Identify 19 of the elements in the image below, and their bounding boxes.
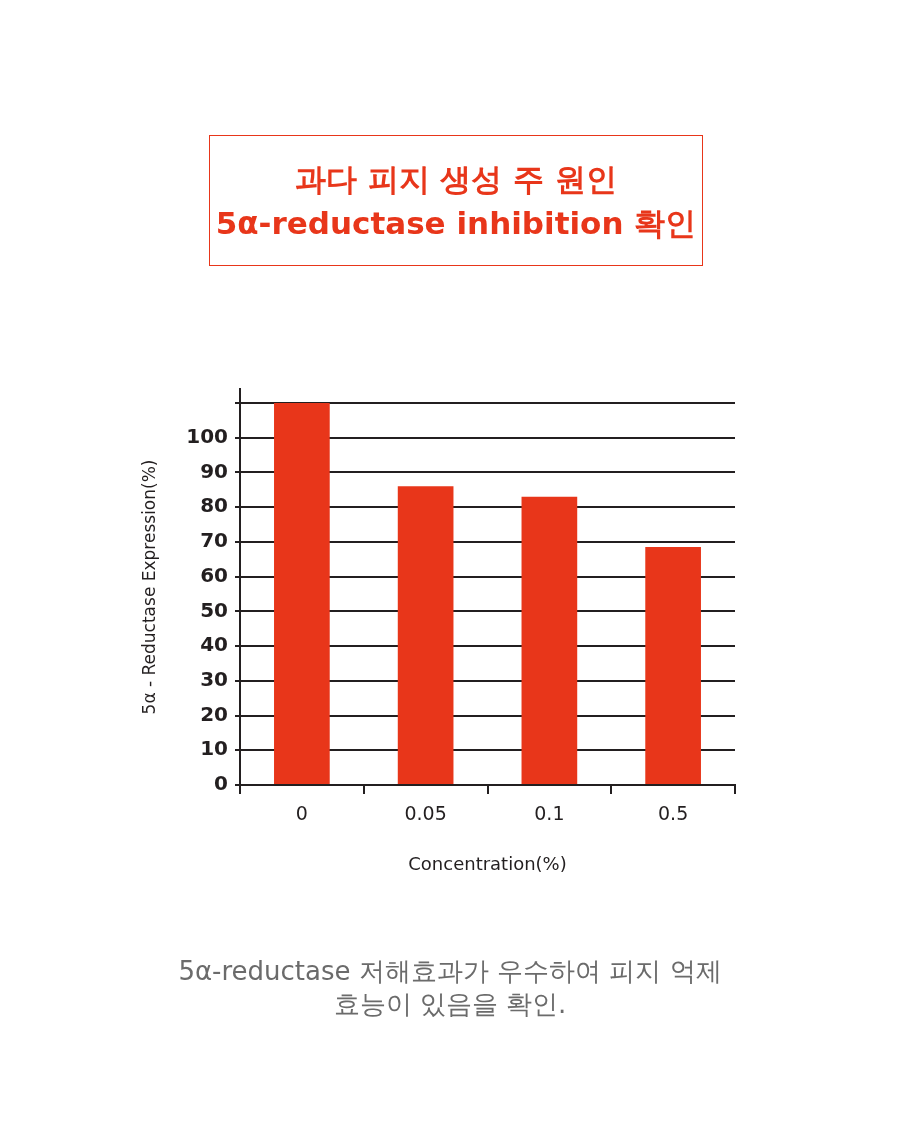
x-axis-title: Concentration(%) bbox=[408, 852, 567, 874]
y-tick-label: 70 bbox=[200, 528, 228, 553]
y-tick-label: 10 bbox=[200, 736, 228, 761]
y-tick-label: 100 bbox=[186, 423, 228, 448]
chart-title: 과다 피지 생성 주 원인 5α-reductase inhibition 확인 bbox=[209, 135, 703, 266]
y-tick-label: 20 bbox=[200, 701, 228, 726]
x-tick-label: 0.5 bbox=[658, 802, 689, 825]
text: 5α-reductase 저해효과가 우수하여 피지 억제 효능이 있음을 확인. bbox=[177, 955, 723, 1021]
x-tick-label: 0.1 bbox=[534, 802, 565, 825]
y-tick-label: 80 bbox=[200, 493, 228, 518]
y-tick-label: 60 bbox=[200, 562, 228, 587]
y-axis-title: 5α - Reductase Expression(%) bbox=[138, 459, 159, 715]
y-tick-label: 90 bbox=[200, 458, 228, 483]
y-tick-label: 30 bbox=[200, 666, 228, 691]
x-tick-label: 0.05 bbox=[404, 802, 447, 825]
y-tick-label: 50 bbox=[200, 597, 228, 622]
y-tick-label: 40 bbox=[200, 632, 228, 657]
y-tick-label: 0 bbox=[214, 771, 228, 796]
x-tick-label: 0 bbox=[295, 802, 308, 825]
